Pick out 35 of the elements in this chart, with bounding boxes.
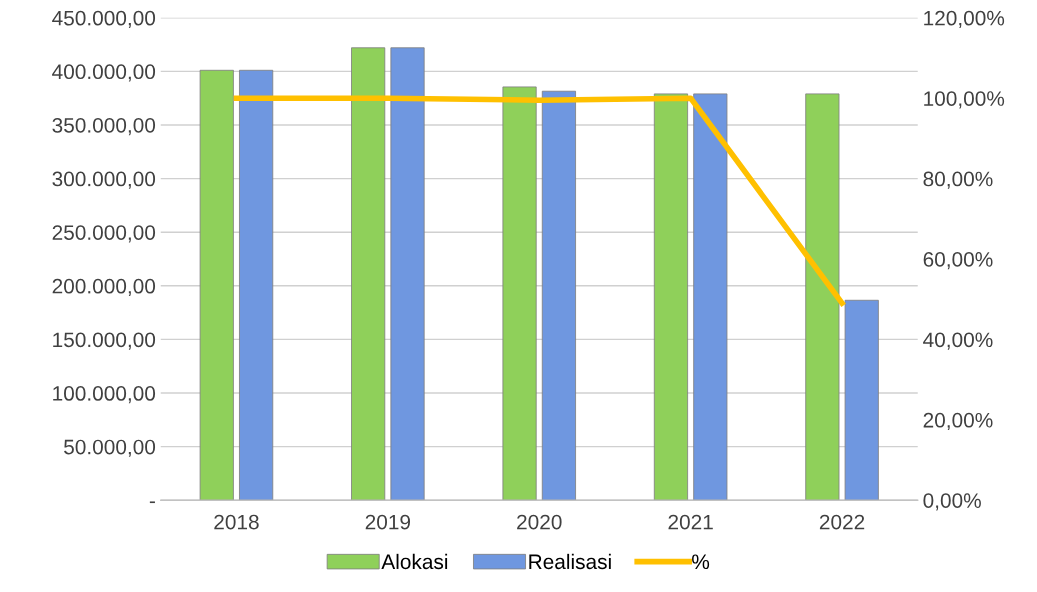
y-tick-label: 50.000,00 [64,439,156,457]
bar [805,93,840,501]
y2-tick-label: 40,00% [923,332,993,350]
bar [199,69,234,501]
y2-tick-label: 80,00% [923,171,993,189]
y-tick-label: 300.000,00 [52,171,156,189]
y2-tick-label: 20,00% [923,412,993,431]
x-tick-label: 2019 [365,514,411,530]
y-tick-label: 150.000,00 [53,332,156,350]
y2-tick-label: 100,00% [924,91,1005,109]
x-tick-label: 2018 [214,514,259,530]
bar [239,69,274,501]
y-tick-label: 100.000,00 [53,386,156,404]
x-tick-label: 2020 [517,514,562,530]
bar [502,86,537,501]
x-tick-label: 2022 [819,514,865,530]
bar [844,299,879,501]
y2-tick-label: 0,00% [923,493,981,511]
y-tick-label: 200.000,00 [52,278,156,297]
bar [653,93,689,501]
y-tick-label: 350.000,00 [52,117,156,136]
bar [541,90,576,501]
y-tick-label: 450.000,00 [52,10,156,28]
x-tick-label: 2021 [668,514,713,530]
legend-label: Alokasi [381,553,448,570]
bar [693,93,728,501]
y2-tick-label: 120,00% [924,10,1005,28]
legend-label: Realisasi [529,553,611,570]
legend-label: % [692,554,710,570]
y-tick-label: - [149,501,155,504]
y-tick-label: 400.000,00 [52,64,156,82]
bar [351,47,386,501]
y-tick-label: 250.000,00 [52,225,156,243]
y2-tick-label: 60,00% [923,252,993,270]
bar [390,47,425,501]
